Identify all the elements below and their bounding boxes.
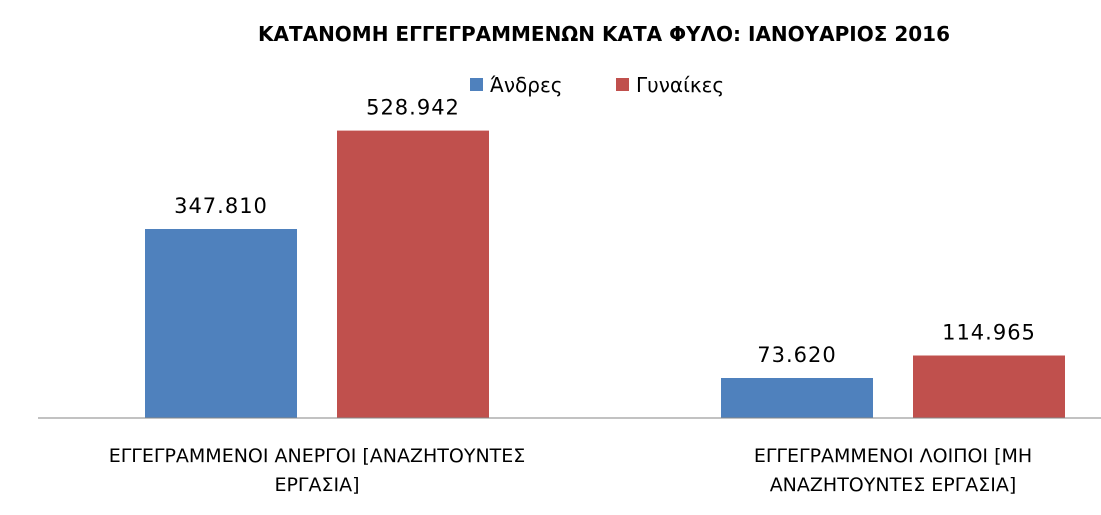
chart-title: ΚΑΤΑΝΟΜΗ ΕΓΓΕΓΡΑΜΜΕΝΩΝ ΚΑΤΑ ΦΥΛΟ: ΙΑΝΟΥΑ… [258,22,950,46]
bar-andres-cat1 [145,229,297,418]
category-label-cat2-line2: ΑΝΑΖΗΤΟΥΝΤΕΣ ΕΡΓΑΣΙΑ] [770,474,1017,496]
bar-gynaikes-cat2 [913,355,1065,418]
category-label-cat1-line1: ΕΓΓΕΓΡΑΜΜΕΝΟΙ ΑΝΕΡΓΟΙ [ΑΝΑΖΗΤΟΥΝΤΕΣ [109,445,526,467]
bar-gynaikes-cat1 [337,130,489,418]
category-label-cat1-line2: ΕΡΓΑΣΙΑ] [274,474,359,496]
legend: Άνδρες Γυναίκες [470,73,724,97]
legend-swatch-gynaikes [616,78,629,91]
data-label-gynaikes-cat1: 528.942 [366,96,460,120]
data-label-gynaikes-cat2: 114.965 [942,321,1036,345]
bar-andres-cat2 [721,378,873,418]
legend-label-gynaikes: Γυναίκες [636,73,724,97]
legend-label-andres: Άνδρες [490,73,563,97]
legend-swatch-andres [470,78,483,91]
data-label-andres-cat1: 347.810 [174,194,268,218]
category-labels-group: ΕΓΓΕΓΡΑΜΜΕΝΟΙ ΑΝΕΡΓΟΙ [ΑΝΑΖΗΤΟΥΝΤΕΣ ΕΡΓΑΣ… [109,445,1032,496]
data-label-andres-cat2: 73.620 [757,343,836,367]
bars-group [145,130,1065,418]
value-labels-group: 347.810 528.942 73.620 114.965 [174,96,1036,367]
category-label-cat2-line1: ΕΓΓΕΓΡΑΜΜΕΝΟΙ ΛΟΙΠΟΙ [ΜΗ [754,445,1032,467]
